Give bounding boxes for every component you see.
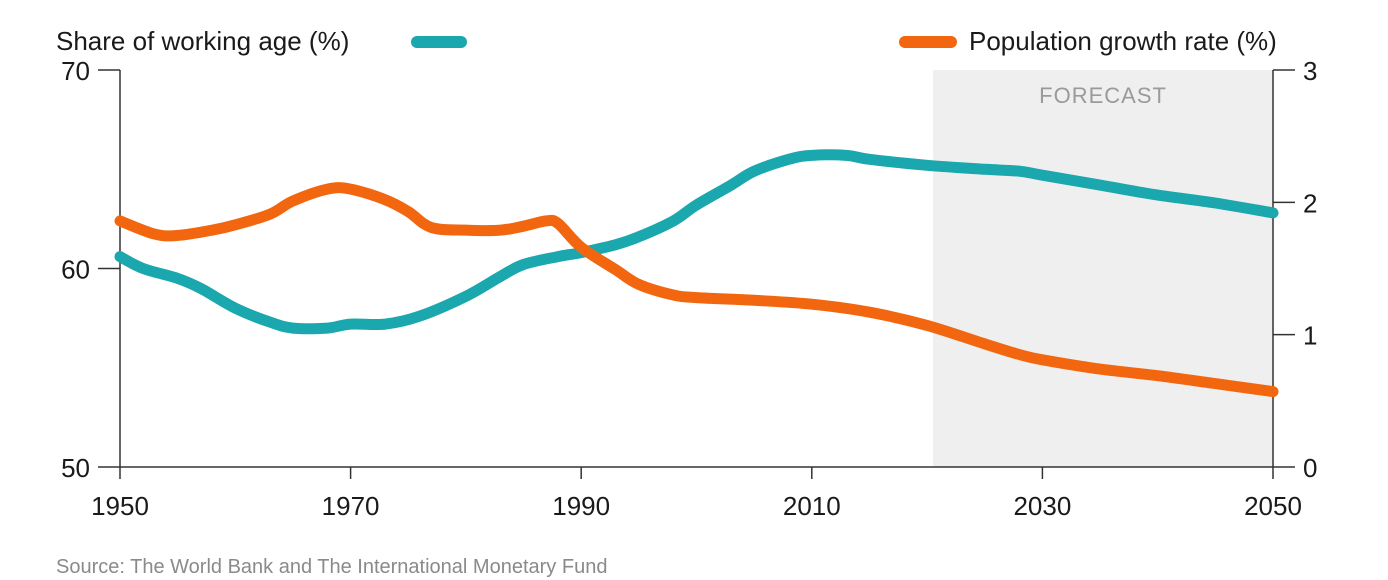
working-age-share-line xyxy=(114,149,1279,335)
right-tick-label: 1 xyxy=(1303,321,1317,351)
x-tick-label: 1950 xyxy=(91,491,149,521)
right-tick-label: 0 xyxy=(1303,453,1317,483)
right-tick-label: 2 xyxy=(1303,188,1317,218)
x-tick-label: 2010 xyxy=(783,491,841,521)
x-tick-label: 2030 xyxy=(1013,491,1071,521)
x-axis-ticks: 1950 1970 1990 2010 2030 2050 xyxy=(91,467,1302,521)
series-lines xyxy=(114,149,1279,398)
source-note: Source: The World Bank and The Internati… xyxy=(56,556,607,578)
forecast-label: FORECAST xyxy=(1039,83,1167,108)
left-tick-label: 70 xyxy=(61,56,90,86)
x-tick-label: 1970 xyxy=(322,491,380,521)
x-tick-label: 1990 xyxy=(552,491,610,521)
legend-growth-rate-label: Population growth rate (%) xyxy=(969,26,1277,56)
population-growth-rate-line xyxy=(114,182,1279,398)
right-axis-ticks: 0 1 2 3 xyxy=(1273,56,1317,483)
left-tick-label: 50 xyxy=(61,453,90,483)
x-tick-label: 2050 xyxy=(1244,491,1302,521)
forecast-region xyxy=(933,70,1273,467)
right-tick-label: 3 xyxy=(1303,56,1317,86)
left-tick-label: 60 xyxy=(61,255,90,285)
legend-working-age-label: Share of working age (%) xyxy=(56,26,349,56)
left-axis-ticks: 50 60 70 xyxy=(61,56,120,483)
